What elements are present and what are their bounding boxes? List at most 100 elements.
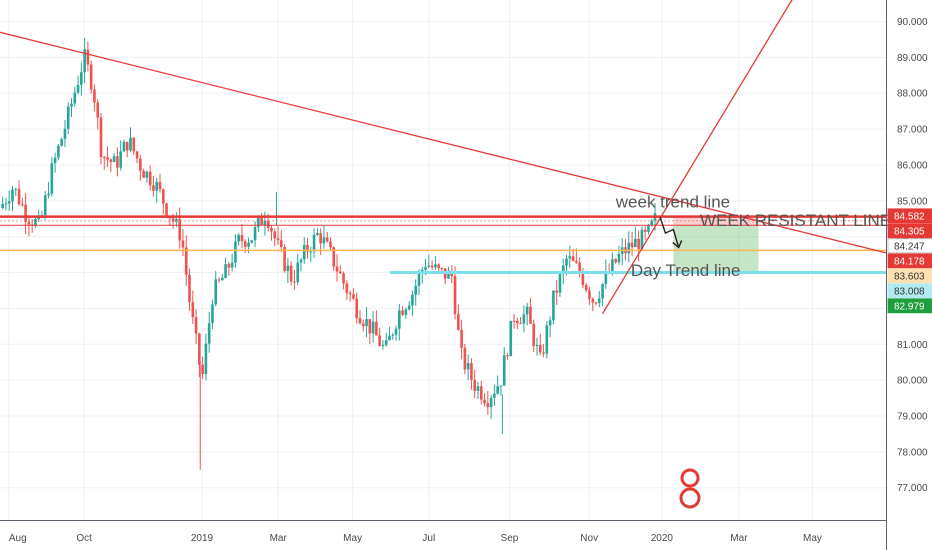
candle-body [70, 103, 73, 107]
price-label-bg [887, 253, 932, 269]
candle-body [532, 323, 536, 346]
projection-path [659, 216, 680, 248]
candle-body [512, 320, 516, 322]
candle-body [53, 157, 57, 164]
y-tick-label: 90.000 [897, 17, 928, 28]
candle-body [414, 285, 418, 295]
candle-body [479, 386, 483, 400]
target-zone[interactable] [673, 225, 759, 272]
candle-body [306, 244, 309, 252]
candle-body [283, 247, 286, 272]
candle-body [424, 266, 427, 270]
candle-body [588, 290, 591, 299]
x-tick-label: Jul [422, 533, 435, 544]
y-tick-label: 77.000 [897, 483, 928, 494]
y-tick-label: 87.000 [897, 125, 928, 136]
candle-body [361, 323, 365, 327]
candle-body [640, 229, 644, 250]
candle-body [555, 290, 558, 293]
candle-body [650, 220, 654, 226]
candle-body [119, 151, 122, 168]
candle-body [466, 363, 470, 370]
candle-body [293, 281, 296, 283]
candle-body [125, 141, 129, 151]
candle-body [489, 397, 493, 408]
candle-body [417, 273, 421, 286]
position-box[interactable] [673, 215, 759, 272]
candle-body [60, 138, 63, 146]
candle-body [21, 204, 24, 206]
x-tick-label: Nov [580, 533, 598, 544]
annotation-label: WEEK RESISTANT LINE [700, 211, 891, 230]
candle-body [601, 284, 604, 299]
candle-body [211, 304, 214, 324]
candle-body [194, 317, 198, 334]
candle-body [584, 285, 588, 291]
candle-body [260, 217, 263, 225]
price-label: 82.979 [894, 301, 925, 312]
price-label: 84.178 [894, 256, 925, 267]
candle-body [358, 317, 362, 324]
candle-body [463, 347, 467, 370]
candle-body [558, 274, 562, 293]
candle-body [647, 225, 650, 232]
candle-body [611, 259, 614, 273]
candle-body [538, 344, 542, 353]
candle-body [263, 220, 267, 225]
candle-body [73, 92, 77, 104]
candle-body [296, 262, 299, 283]
candle-body [404, 309, 408, 315]
annotation-label: week trend line [615, 192, 730, 211]
candle-body [135, 151, 139, 159]
candle-body [27, 221, 31, 225]
candle-body [122, 141, 126, 152]
candle-body [34, 218, 37, 226]
stop-zone[interactable] [673, 215, 759, 226]
candle-body [637, 238, 640, 250]
candle-body [80, 72, 83, 85]
candle-body [89, 64, 93, 90]
y-tick-label: 79.000 [897, 412, 928, 423]
candle-body [614, 259, 617, 263]
candle-body [237, 235, 240, 242]
candle-body [561, 265, 565, 275]
candle-body [220, 277, 224, 281]
candle-body [627, 242, 631, 254]
candle-body [437, 264, 440, 269]
candle-body [509, 320, 513, 357]
trend-line[interactable] [601, 0, 793, 315]
candle-body [280, 240, 283, 248]
candle-body [50, 163, 54, 194]
candle-body [102, 157, 106, 159]
x-tick-label: May [343, 533, 362, 544]
candle-body [473, 379, 477, 391]
candle-body [116, 156, 119, 168]
arrow-head-icon [672, 240, 683, 249]
candle-body [434, 264, 437, 268]
trend-line[interactable] [0, 31, 887, 254]
x-tick-label: 2019 [191, 533, 214, 544]
candle-body [384, 340, 388, 345]
candle-body [165, 203, 168, 216]
y-tick-label: 86.000 [897, 160, 928, 171]
candle-body [63, 128, 67, 139]
candle-body [312, 234, 316, 252]
candle-body [243, 241, 247, 247]
x-tick-label: Oct [76, 533, 92, 544]
candle-body [342, 273, 345, 284]
trend-lines[interactable] [0, 0, 887, 315]
candle-body [43, 195, 47, 216]
candle-body [129, 137, 132, 151]
candle-body [597, 298, 601, 304]
candle-body [545, 325, 549, 354]
candle-body [302, 244, 306, 260]
candle-body [568, 256, 572, 259]
candle-body [522, 314, 526, 324]
candle-body [493, 393, 496, 398]
candle-body [594, 302, 598, 304]
price-label: 83.603 [894, 271, 925, 282]
candle-body [571, 256, 575, 262]
candle-body [401, 310, 404, 315]
